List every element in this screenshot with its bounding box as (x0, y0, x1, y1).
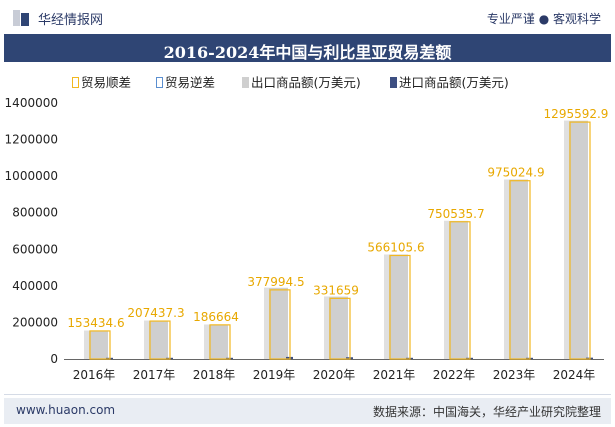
surplus-bar (209, 324, 231, 360)
surplus-data-label: 207437.3 (127, 306, 184, 320)
x-tick-label: 2019年 (253, 368, 296, 382)
chart-title: 2016-2024年中国与利比里亚贸易差额 (163, 43, 452, 62)
y-tick-label: 400000 (12, 279, 58, 293)
surplus-data-label: 975024.9 (487, 166, 544, 180)
data-source: 数据来源：中国海关，华经产业研究院整理 (372, 405, 601, 419)
export-bar-highlight (84, 330, 89, 359)
export-bar-highlight (504, 179, 509, 359)
legend-label: 贸易顺差 (81, 75, 132, 90)
y-tick-label: 800000 (12, 206, 58, 220)
surplus-data-label: 186664 (193, 310, 239, 324)
y-tick-label: 200000 (12, 315, 58, 329)
surplus-bar (569, 121, 591, 360)
legend-label: 贸易逆差 (165, 75, 216, 90)
surplus-bar (449, 221, 471, 360)
y-tick-label: 1000000 (5, 169, 58, 183)
y-tick-label: 600000 (12, 242, 58, 256)
footer-divider (4, 394, 611, 395)
trade-balance-chart: 0 200000 400000 600000 800000 1000000 1200000 1… (5, 96, 609, 382)
title-bar: 2016-2024年中国与利比里亚贸易差额 (4, 34, 611, 62)
surplus-data-label: 750535.7 (427, 207, 484, 221)
footer-site: www.huaon.com (16, 403, 116, 417)
legend-swatch-export (242, 77, 249, 88)
legend-label: 出口商品额(万美元) (251, 75, 361, 90)
surplus-bar (329, 297, 351, 360)
brand-name: 华经情报网 (38, 13, 104, 28)
top-header: 华经情报网 专业严谨 ● 客观科学 (0, 0, 615, 36)
y-tick-label: 1400000 (5, 96, 58, 110)
x-tick-label: 2017年 (133, 368, 176, 382)
surplus-data-label: 377994.5 (247, 275, 304, 289)
surplus-bar (389, 254, 411, 360)
x-tick-label: 2016年 (73, 368, 116, 382)
surplus-bar (269, 289, 291, 360)
tagline: 专业严谨 ● 客观科学 (486, 12, 601, 26)
surplus-data-label: 1295592.9 (544, 107, 609, 121)
export-bar-highlight (564, 120, 569, 359)
x-tick-label: 2024年 (553, 368, 596, 382)
export-bar-highlight (324, 296, 329, 359)
legend-swatch-surplus (72, 77, 79, 88)
surplus-data-label: 153434.6 (67, 316, 124, 330)
export-bar-highlight (444, 220, 449, 359)
export-bar-highlight (144, 320, 149, 359)
x-tick-label: 2020年 (313, 368, 356, 382)
y-tick-label: 0 (50, 352, 58, 366)
surplus-data-label: 331659 (313, 283, 359, 297)
surplus-bar (89, 330, 111, 360)
x-tick-label: 2023年 (493, 368, 536, 382)
x-tick-label: 2018年 (193, 368, 236, 382)
surplus-data-label: 566105.6 (367, 240, 424, 254)
legend-label: 进口商品额(万美元) (399, 75, 509, 90)
footer: www.huaon.com 数据来源：中国海关，华经产业研究院整理 (4, 398, 611, 424)
surplus-bar (149, 320, 171, 360)
y-tick-label: 1200000 (5, 133, 58, 147)
export-bar-highlight (264, 287, 269, 359)
legend-swatch-deficit (156, 77, 163, 88)
export-bar-highlight (204, 324, 209, 359)
legend-swatch-import (390, 77, 397, 88)
huajing-logo-icon (13, 10, 29, 26)
x-tick-label: 2021年 (373, 368, 416, 382)
x-tick-label: 2022年 (433, 368, 476, 382)
export-bar-highlight (384, 254, 389, 359)
surplus-bar (509, 180, 531, 360)
